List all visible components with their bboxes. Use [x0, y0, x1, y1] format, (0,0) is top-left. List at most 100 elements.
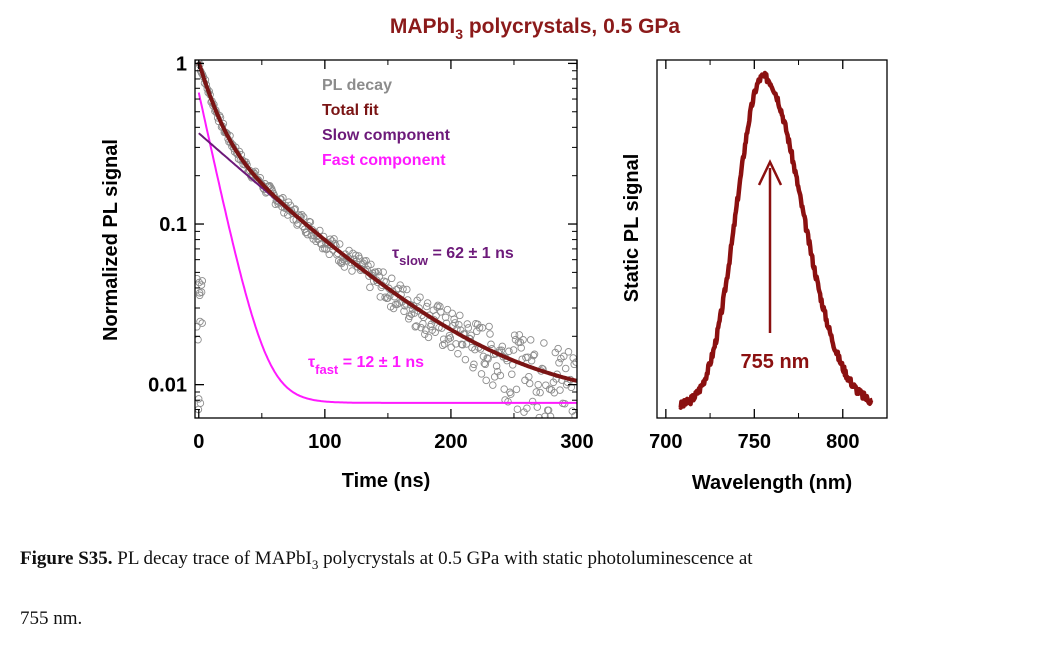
pl-decay-point [387, 274, 396, 283]
pl-decay-point [526, 336, 535, 344]
pl-decay-point [528, 397, 537, 406]
pl-decay-point [433, 303, 441, 311]
pl-decay-point [381, 293, 389, 302]
legend: PL decay Total fit Slow component Fast c… [322, 77, 451, 169]
pl-decay-point [561, 364, 570, 373]
pl-decay-point [436, 302, 444, 311]
pl-decay-point [500, 385, 508, 393]
pl-decay-point [412, 322, 421, 330]
pl-decay-point [440, 340, 449, 348]
pl-decay-point [485, 322, 493, 331]
pl-decay-point [546, 412, 555, 418]
pl-decay-point [340, 263, 349, 271]
pl-decay-point [541, 412, 549, 418]
pl-decay-point [417, 323, 425, 332]
right-axis-ticks: 700 750 800 [649, 60, 859, 453]
pl-decay-point [441, 313, 450, 322]
title-rest: polycrystals, 0.5 GPa [463, 15, 680, 38]
pl-decay-point [519, 336, 527, 344]
right-x-tick-label: 800 [826, 431, 859, 453]
pl-decay-point [461, 355, 470, 364]
pl-decay-point [335, 240, 344, 248]
pl-decay-point [195, 323, 201, 331]
left-plot-area [195, 60, 577, 418]
peak-arrow-head [757, 159, 783, 186]
pl-decay-point [536, 388, 544, 397]
pl-decay-point [456, 311, 464, 320]
pl-decay-point [534, 380, 542, 389]
right-x-axis-label: Wavelength (nm) [692, 472, 852, 494]
pl-decay-point [422, 302, 431, 311]
pl-decay-point [556, 386, 564, 394]
pl-decay-point [393, 300, 402, 308]
peak-label: 755 nm [741, 351, 810, 373]
left-y-tick-label: 0.01 [148, 375, 187, 397]
pl-decay-point [279, 194, 287, 202]
right-x-tick-label: 700 [649, 431, 682, 453]
pl-decay-point [196, 399, 205, 407]
pl-decay-point [525, 372, 533, 381]
pl-decay-point [567, 383, 576, 392]
pl-decay-point [555, 359, 563, 367]
pl-decay-point [195, 395, 203, 403]
left-x-tick-label: 0 [193, 431, 204, 453]
pl-decay-point [320, 244, 329, 253]
pl-decay-point [547, 386, 556, 394]
pl-decay-point [469, 363, 477, 372]
pl-decay-point [492, 362, 501, 370]
left-y-tick-label: 0.1 [159, 214, 187, 236]
pl-decay-point [464, 324, 473, 332]
legend-slow-component: Slow component [322, 127, 451, 144]
pl-decay-point [195, 335, 202, 344]
pl-decay-point [512, 385, 521, 394]
title-subscript: 3 [455, 26, 463, 42]
pl-decay-point [291, 205, 299, 213]
caption-line-1: Figure S35. PL decay trace of MAPbI3 pol… [20, 532, 1030, 592]
legend-fast-component: Fast component [322, 152, 446, 169]
pl-decay-point [198, 319, 206, 327]
pl-decay-point [509, 346, 518, 354]
pl-decay-point [463, 320, 472, 328]
pl-decay-point [400, 307, 408, 316]
pl-decay-point [447, 343, 455, 352]
fast-tau-annotation: τfast = 12 ± 1 ns [308, 354, 424, 377]
pl-decay-point [482, 376, 490, 385]
pl-decay-point [506, 388, 514, 397]
caption-line-2: 755 nm. [20, 607, 83, 629]
static-pl-data [678, 70, 875, 410]
pl-decay-point [423, 299, 432, 307]
pl-decay-point [572, 358, 577, 366]
pl-decay-point [525, 379, 534, 388]
pl-decay-point [367, 260, 375, 269]
legend-total-fit: Total fit [322, 102, 379, 119]
pl-decay-point [470, 360, 478, 369]
left-x-axis-label: Time (ns) [342, 470, 431, 492]
pl-decay-point [529, 351, 538, 360]
pl-decay-point [437, 308, 445, 316]
pl-decay-data [195, 60, 577, 418]
pl-decay-point [410, 309, 419, 317]
pl-decay-point [554, 344, 562, 353]
left-axis-ticks: 0 100 200 300 1 0.1 0.01 [148, 53, 594, 453]
caption-text-after: polycrystals at 0.5 GPa with static phot… [318, 548, 753, 569]
right-y-axis-label: Static PL signal [621, 154, 643, 303]
pl-decay-point [411, 323, 420, 331]
pl-decay-point [403, 285, 411, 294]
pl-decay-point [450, 315, 458, 323]
pl-decay-point [475, 323, 484, 332]
pl-decay-point [477, 370, 486, 378]
fast-tau-symbol: τ [308, 354, 315, 371]
slow-tau-symbol: τ [392, 245, 399, 262]
pl-decay-point [564, 348, 573, 356]
pl-decay-point [513, 405, 522, 413]
pl-decay-point [434, 301, 442, 310]
pl-decay-point [424, 333, 433, 342]
pl-decay-point [487, 340, 495, 349]
pl-decay-point [517, 344, 525, 352]
pl-decay-point [533, 403, 542, 411]
pl-decay-point [195, 278, 203, 287]
pl-decay-point [362, 256, 370, 265]
pl-decay-point [293, 221, 301, 229]
total-fit-line [196, 61, 577, 383]
pl-decay-point [289, 215, 298, 224]
